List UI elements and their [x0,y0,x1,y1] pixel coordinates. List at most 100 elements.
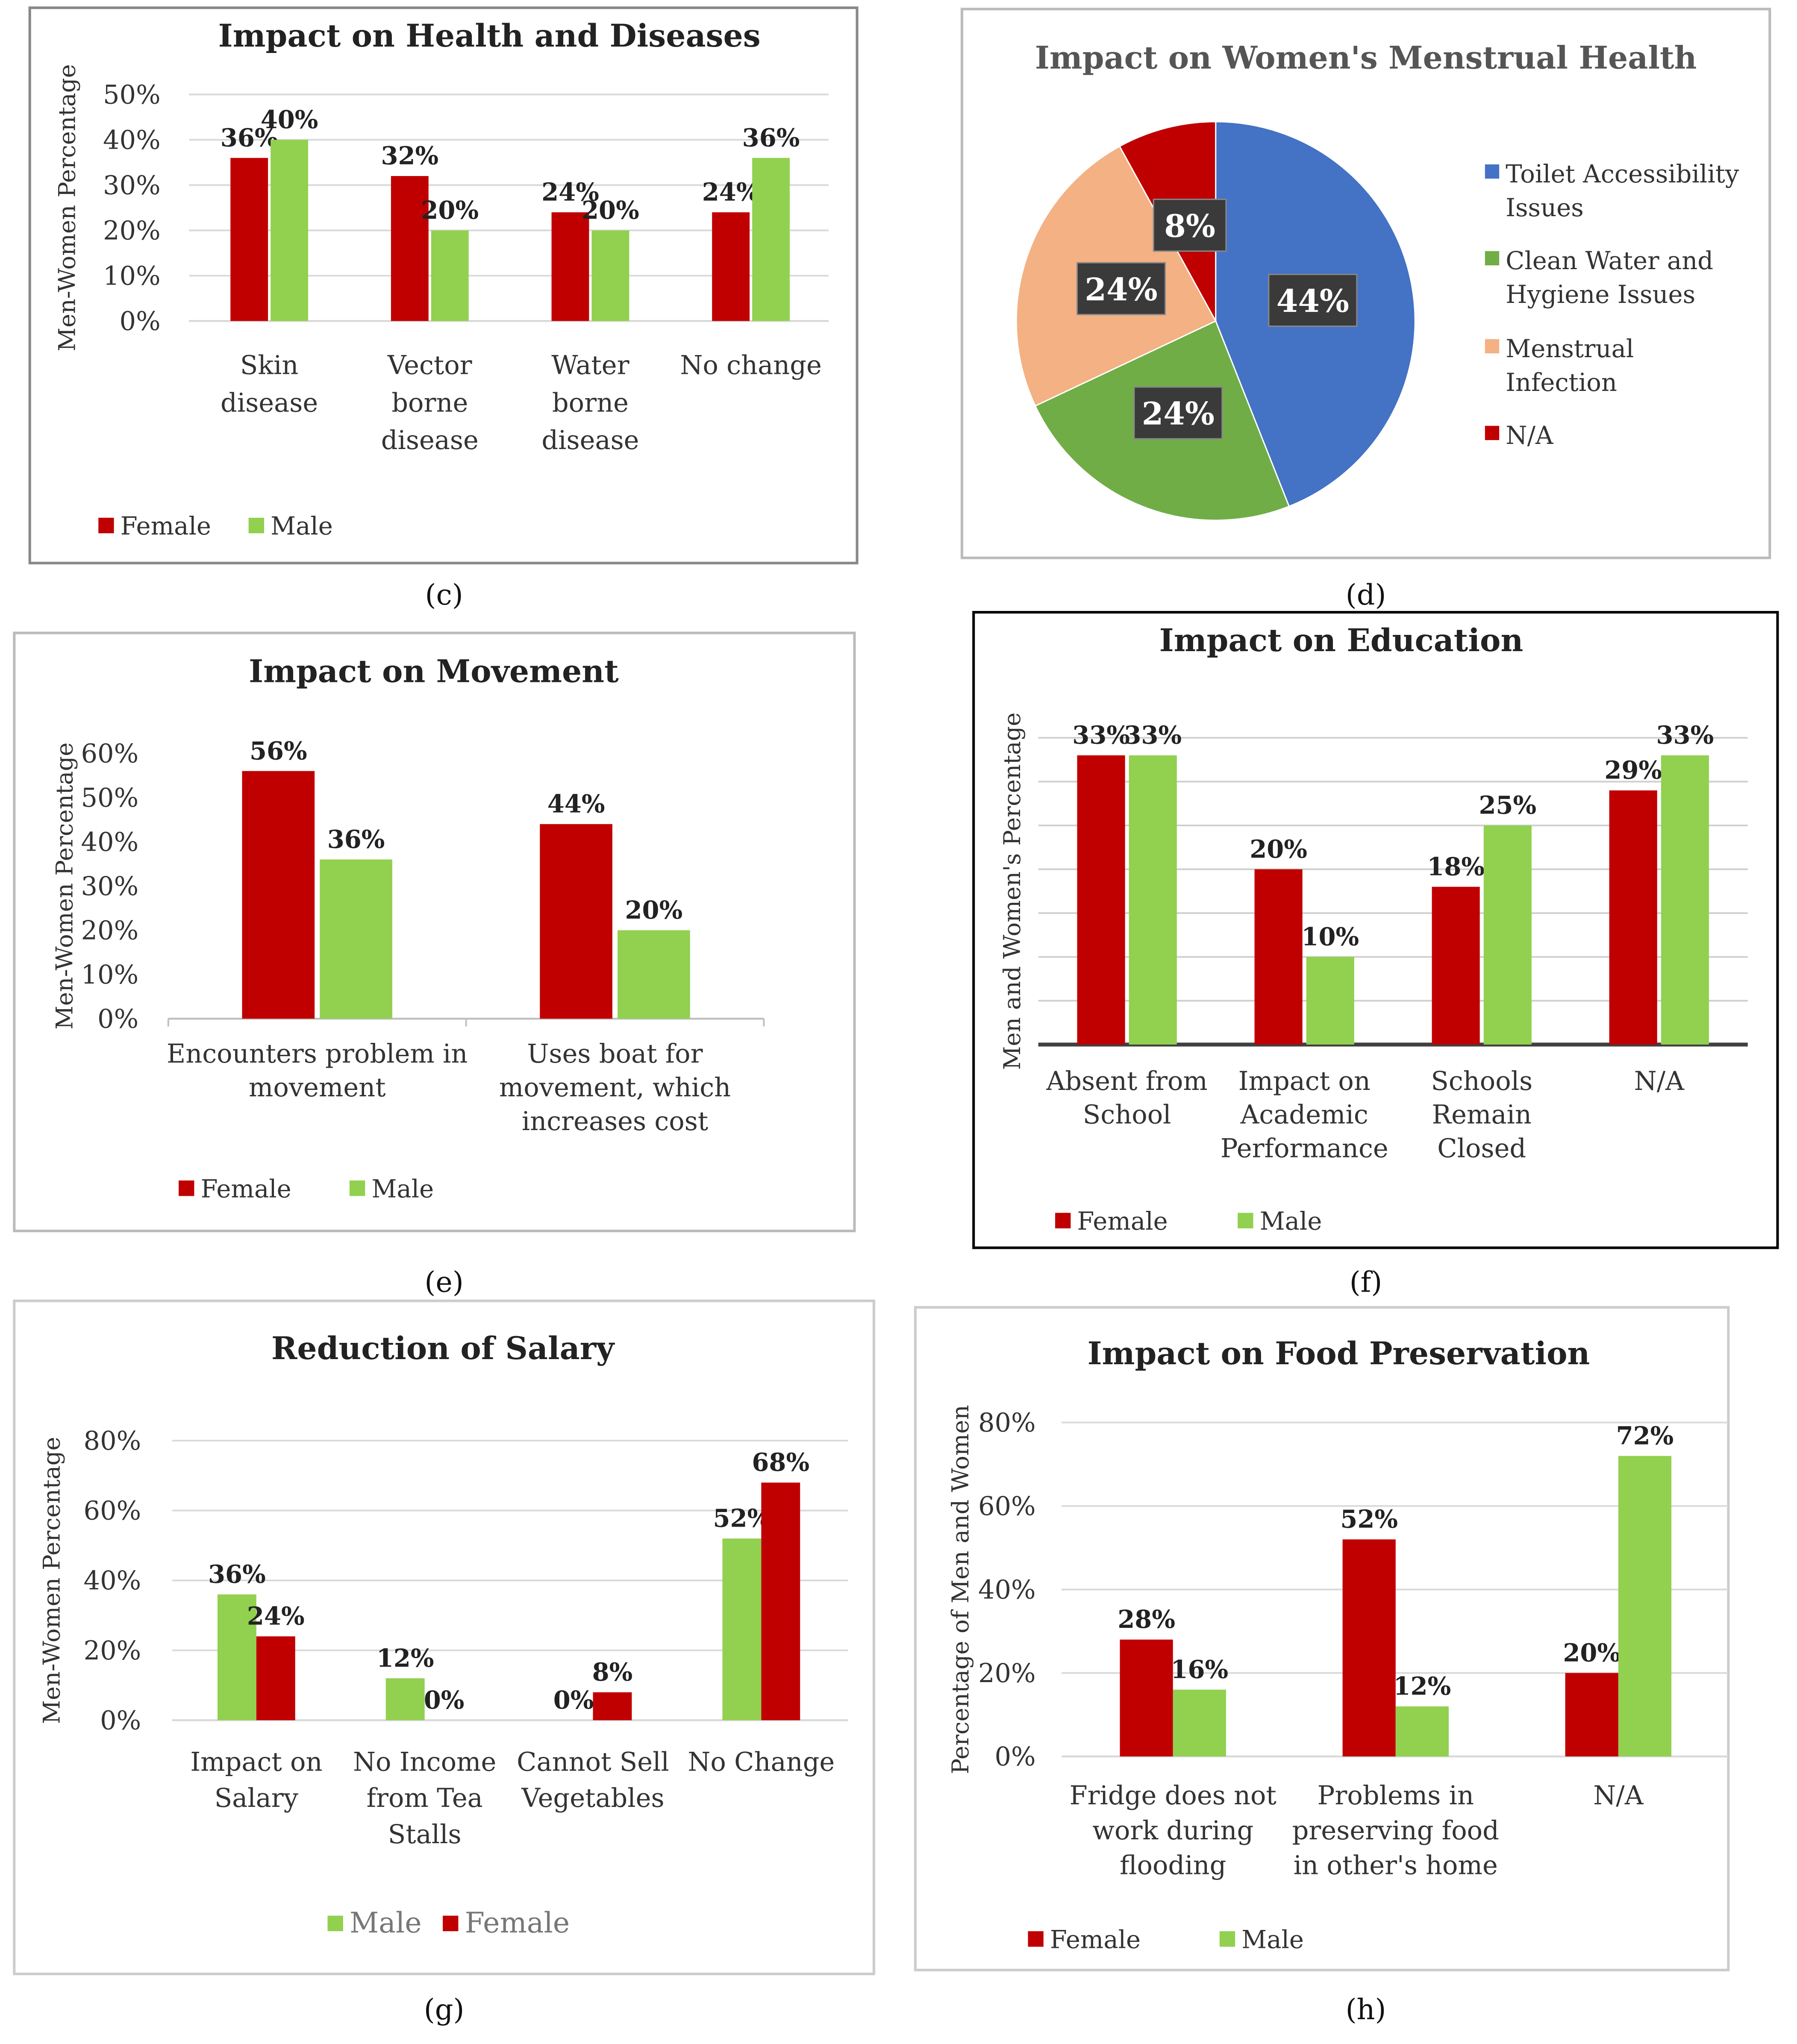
bar-male [271,140,309,321]
pie-data-label: 24% [1085,272,1157,308]
x-tick-label: in other's home [1294,1851,1498,1881]
legend-label: Female [1077,1207,1168,1236]
x-tick-label: No change [680,351,821,381]
y-tick-label: 20% [84,1636,141,1666]
chart-frame [13,631,856,1233]
chart-e: Impact on Movement 0% 10% 20% 30% 40% 50% 60%Me… [13,631,856,1298]
x-tick-label: Water [551,351,629,381]
bar-female [230,158,268,321]
y-tick-label: 20% [978,1659,1036,1689]
x-tick-label: Impact on [190,1747,322,1777]
x-tick-label: Fridge does not [1070,1781,1276,1811]
x-tick-label: flooding [1120,1851,1226,1881]
chart-f: Impact on Education Men and Women's Perce… [972,611,1779,1298]
bar-female [242,771,315,1019]
data-label: 56% [250,736,307,765]
y-tick-label: 40% [103,125,161,155]
bar-male [618,930,690,1019]
legend-swatch-female [1055,1213,1071,1228]
legend-swatch-male [349,1180,365,1196]
x-tick-label: Closed [1437,1134,1526,1163]
x-tick-label: Skin [240,351,299,381]
bar-male [431,230,469,321]
bar-female [1120,1639,1173,1757]
bar-male [385,1678,425,1721]
data-label: 20% [582,196,639,225]
data-label: 12% [1394,1672,1451,1701]
data-label: 72% [1616,1421,1674,1450]
legend-swatch [1485,164,1500,179]
x-tick-label: Problems in [1318,1781,1474,1811]
y-tick-label: 60% [81,739,139,769]
x-tick-label: disease [381,426,479,455]
x-tick-label: Performance [1221,1134,1388,1163]
y-tick-label: 0% [97,1004,138,1034]
bar-male [1129,755,1177,1045]
data-label: 33% [1656,721,1714,750]
data-label: 33% [1072,721,1130,750]
bar-female [551,212,589,321]
data-label: 24% [702,178,760,207]
legend-label: Hygiene Issues [1506,280,1695,309]
legend-swatch-male [248,517,265,534]
y-tick-label: 20% [81,916,139,946]
y-tick-label: 30% [81,872,139,902]
data-label: 0% [553,1686,594,1715]
pie-label-box [1153,199,1227,252]
chart-title: Impact on Food Preservation [1088,1336,1590,1372]
y-tick-label: 0% [994,1742,1035,1772]
legend-label: Male [1260,1207,1322,1236]
x-tick-label: from Tea [367,1783,483,1813]
legend-label: Male [1241,1925,1304,1954]
x-tick-label: Uses boat for [527,1039,703,1069]
legend-label: Male [350,1906,422,1939]
data-label: 68% [752,1448,809,1477]
legend-label: Male [371,1175,434,1203]
chart-title: Impact on Health and Diseases [218,18,761,54]
bar-female [1432,887,1480,1045]
x-tick-label: Remain [1432,1100,1532,1130]
bar-female [593,1692,632,1721]
chart-title: Impact on Movement [249,654,619,690]
bar-male [1618,1456,1672,1757]
bar-male [217,1594,256,1721]
panel-label: (d) [1346,578,1386,611]
chart-title: Impact on Education [1159,623,1523,659]
x-tick-label: Academic [1240,1100,1368,1130]
bar-male [752,158,790,321]
legend-label: Female [465,1906,570,1939]
x-tick-label: disease [541,426,639,455]
legend-label: Male [271,512,333,540]
y-axis-label: Men-Women Percentage [53,64,81,351]
bar-female [256,1636,295,1721]
bar-female [712,212,750,321]
chart-d: Impact on Women's Menstrual Health 44% 24%… [960,8,1771,611]
data-label: 36% [742,123,800,152]
legend-label: Infection [1506,368,1617,397]
y-axis-label: Men-Women Percentage [38,1437,65,1724]
chart-frame [914,1306,1730,1971]
chart-c: Impact on Health and Diseases 0% 10% 20% 30%… [28,6,859,611]
x-tick-label: Cannot Sell [517,1747,669,1777]
bar-female [540,824,612,1019]
y-tick-label: 20% [103,216,161,246]
legend-swatch [1485,426,1500,441]
x-tick-label: borne [552,388,629,418]
chart-title: Impact on Women's Menstrual Health [1035,40,1697,76]
data-label: 24% [247,1602,305,1631]
data-label: 20% [625,896,683,925]
legend-swatch [1485,339,1500,354]
legend-label: Toilet Accessibility [1506,160,1739,188]
x-tick-label: School [1083,1100,1171,1130]
y-tick-label: 30% [103,170,161,200]
bar-female [391,176,429,321]
panel-label: (h) [1346,1993,1386,2026]
bar-male [1306,957,1354,1045]
legend-swatch-female [443,1915,459,1932]
y-tick-label: 60% [84,1496,141,1526]
data-label: 8% [592,1658,633,1687]
data-label: 28% [1118,1605,1175,1634]
x-tick-label: work during [1092,1816,1253,1846]
pie-data-label: 8% [1164,208,1215,244]
